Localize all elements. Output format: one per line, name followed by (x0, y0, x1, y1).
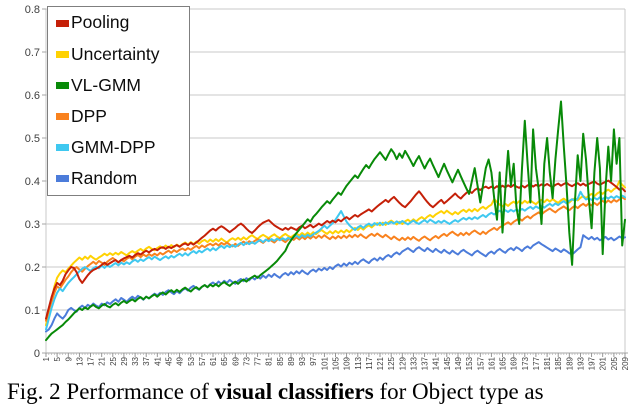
x-tick-label: 85 (276, 356, 285, 365)
legend-label: GMM-DPP (71, 136, 156, 157)
x-tick-label: 77 (254, 356, 263, 365)
x-tick-label: 149 (454, 356, 463, 370)
x-tick-label: 205 (610, 356, 619, 370)
legend-label: Pooling (71, 12, 130, 33)
legend-swatch-gmm-dpp (56, 144, 69, 152)
legend-item-uncertainty: Uncertainty (56, 39, 189, 69)
x-tick-label: 21 (98, 356, 107, 365)
x-tick-label: 165 (499, 356, 508, 370)
x-tick-label: 161 (487, 356, 496, 370)
legend-swatch-vl-gmm (56, 81, 69, 89)
x-tick-label: 109 (343, 356, 352, 370)
x-tick-label: 185 (554, 356, 563, 370)
x-tick-label: 97 (309, 356, 318, 365)
figure-caption: Fig. 2 Performance of visual classifiers… (7, 379, 634, 404)
x-tick-label: 121 (376, 356, 385, 370)
y-tick-label: 0.4 (25, 176, 40, 188)
legend-label: Random (71, 168, 138, 189)
x-tick-label: 25 (109, 356, 118, 365)
x-tick-label: 117 (365, 356, 374, 369)
y-tick-label: 0.2 (25, 262, 40, 274)
y-tick-label: 0.3 (25, 219, 40, 231)
legend-item-gmm-dpp: GMM-DPP (56, 133, 189, 163)
x-tick-label: 13 (75, 356, 84, 365)
x-tick-label: 173 (521, 356, 530, 370)
caption-suffix: for Object type as (373, 379, 544, 404)
x-tick-label: 1 (42, 356, 51, 361)
legend-label: Uncertainty (71, 43, 160, 64)
x-tick-label: 17 (87, 356, 96, 365)
legend: Pooling Uncertainty VL-GMM DPP GMM-DPP Random (47, 6, 190, 196)
x-tick-label: 69 (231, 356, 240, 365)
x-tick-label: 129 (398, 356, 407, 370)
legend-item-vl-gmm: VL-GMM (56, 70, 189, 100)
series-line-random (45, 234, 626, 333)
x-tick-label: 201 (599, 356, 608, 370)
y-tick-label: 0.5 (25, 133, 40, 145)
x-tick-label: 125 (387, 356, 396, 370)
x-tick-label: 101 (320, 356, 329, 370)
x-tick-label: 141 (432, 356, 441, 370)
x-tick-label: 157 (476, 356, 485, 370)
x-tick-label: 61 (209, 356, 218, 365)
x-tick-label: 105 (332, 356, 341, 370)
x-tick-label: 189 (565, 356, 574, 370)
x-tick-label: 49 (176, 356, 185, 365)
x-tick-label: 37 (142, 356, 151, 365)
x-tick-label: 89 (287, 356, 296, 365)
legend-label: VL-GMM (71, 74, 141, 95)
x-axis-minor-ticks (48, 353, 623, 355)
y-tick-label: 0.8 (25, 4, 40, 16)
x-tick-label: 81 (265, 356, 274, 365)
legend-swatch-dpp (56, 113, 69, 121)
x-tick-label: 93 (298, 356, 307, 365)
x-axis-major-ticks (45, 353, 626, 357)
series-line-dpp (45, 196, 626, 322)
x-tick-label: 41 (153, 356, 162, 365)
caption-prefix: Fig. 2 Performance of (7, 379, 215, 404)
x-tick-label: 9 (64, 356, 73, 361)
x-tick-label: 113 (354, 356, 363, 369)
x-tick-label: 137 (421, 356, 430, 370)
legend-label: DPP (71, 105, 107, 126)
x-tick-label: 193 (577, 356, 586, 370)
legend-swatch-uncertainty (56, 50, 69, 58)
y-tick-label: 0.6 (25, 90, 40, 102)
x-tick-label: 73 (242, 356, 251, 365)
legend-item-dpp: DPP (56, 102, 189, 132)
x-tick-label: 153 (465, 356, 474, 370)
series-line-vl-gmm (45, 100, 626, 342)
x-tick-label: 177 (532, 356, 541, 370)
legend-item-random: Random (56, 164, 189, 194)
x-tick-label: 57 (198, 356, 207, 365)
x-tick-label: 29 (120, 356, 129, 365)
legend-swatch-pooling (56, 19, 69, 27)
axes (42, 8, 628, 357)
x-tick-label: 209 (621, 356, 630, 370)
x-tick-label: 145 (443, 356, 452, 370)
x-tick-label: 197 (588, 356, 597, 370)
legend-item-pooling: Pooling (56, 8, 189, 38)
x-tick-label: 65 (220, 356, 229, 365)
x-tick-label: 133 (409, 356, 418, 370)
series-line-gmm-dpp (45, 190, 626, 331)
x-tick-label: 5 (53, 356, 62, 361)
x-tick-label: 33 (131, 356, 140, 365)
y-tick-label: 0.7 (25, 47, 40, 59)
x-tick-label: 45 (165, 356, 174, 365)
x-tick-label: 181 (543, 356, 552, 370)
legend-swatch-random (56, 175, 69, 183)
x-tick-label: 53 (187, 356, 196, 365)
caption-bold: visual classifiers (214, 379, 374, 404)
y-tick-label: 0.1 (25, 305, 40, 317)
y-tick-label: 0 (34, 348, 40, 360)
x-tick-label: 169 (510, 356, 519, 370)
series-line-uncertainty (45, 180, 626, 327)
